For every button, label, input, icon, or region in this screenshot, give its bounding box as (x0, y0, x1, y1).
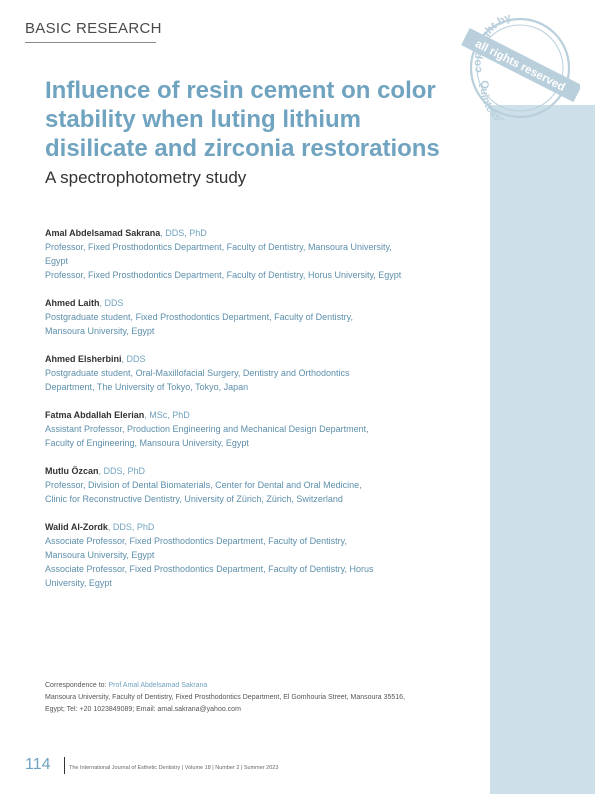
article-subtitle: A spectrophotometry study (45, 168, 247, 187)
author-block: Amal Abdelsamad Sakrana, DDS, PhD Profes… (45, 226, 465, 282)
author-block: Ahmed Elsherbini, DDS Postgraduate stude… (45, 352, 465, 394)
correspondence-label: Correspondence to: (45, 682, 109, 689)
author-affiliation: Faculty of Engineering, Mansoura Univers… (45, 438, 249, 448)
author-block: Walid Al-Zordk, DDS, PhD Associate Profe… (45, 520, 465, 590)
author-affiliation: Clinic for Reconstructive Dentistry, Uni… (45, 494, 343, 504)
page-number: 114 (25, 756, 51, 773)
right-color-band (490, 105, 595, 794)
author-degrees: , DDS (99, 298, 124, 308)
footer-divider (64, 757, 65, 774)
author-affiliation: Professor, Fixed Prosthodontics Departme… (45, 242, 392, 252)
author-affiliation: Associate Professor, Fixed Prosthodontic… (45, 536, 347, 546)
author-name: Walid Al-Zordk (45, 522, 108, 532)
author-block: Fatma Abdallah Elerian, MSc, PhD Assista… (45, 408, 465, 450)
title-line: stability when luting lithium (45, 106, 361, 133)
section-label: BASIC RESEARCH (25, 20, 162, 37)
author-affiliation: Postgraduate student, Oral-Maxillofacial… (45, 368, 350, 378)
author-name: Amal Abdelsamad Sakrana (45, 228, 161, 238)
correspondence-block: Correspondence to: Prof Amal Abdelsamad … (45, 680, 475, 716)
author-affiliation: Mansoura University, Egypt (45, 326, 155, 336)
author-affiliation: Mansoura University, Egypt (45, 550, 155, 560)
author-name: Fatma Abdallah Elerian (45, 410, 145, 420)
author-affiliation: Professor, Division of Dental Biomateria… (45, 480, 362, 490)
author-block: Ahmed Laith, DDS Postgraduate student, F… (45, 296, 465, 338)
section-divider (25, 42, 156, 43)
author-name: Ahmed Laith (45, 298, 100, 308)
author-list: Amal Abdelsamad Sakrana, DDS, PhD Profes… (45, 226, 465, 604)
author-affiliation: Postgraduate student, Fixed Prosthodonti… (45, 312, 353, 322)
stamp-bottom-text: Quintessenz (478, 80, 517, 120)
author-affiliation: Department, The University of Tokyo, Tok… (45, 382, 249, 392)
journal-citation: The International Journal of Esthetic De… (69, 765, 279, 771)
svg-text:Quintessenz: Quintessenz (478, 80, 517, 120)
title-line: Influence of resin cement on color (45, 77, 436, 104)
author-degrees: , DDS, PhD (160, 228, 207, 238)
correspondence-address: Mansoura University, Faculty of Dentistr… (45, 694, 406, 701)
correspondence-name: Prof Amal Abdelsamad Sakrana (108, 682, 208, 689)
author-affiliation: Professor, Fixed Prosthodontics Departme… (45, 270, 402, 280)
author-block: Mutlu Özcan, DDS, PhD Professor, Divisio… (45, 464, 465, 506)
author-affiliation: Assistant Professor, Production Engineer… (45, 424, 369, 434)
author-affiliation: Associate Professor, Fixed Prosthodontic… (45, 564, 374, 574)
author-name: Mutlu Özcan (45, 466, 99, 476)
copyright-stamp-icon: copyright by Quintessenz all rights rese… (461, 11, 580, 120)
correspondence-contact: Egypt; Tel: +20 1023849089; Email: amal.… (45, 706, 241, 713)
article-title: Influence of resin cement on color stabi… (45, 76, 465, 163)
author-degrees: , DDS, PhD (98, 466, 146, 476)
author-affiliation: Egypt (45, 256, 69, 266)
author-degrees: , DDS (121, 354, 146, 364)
author-degrees: , MSc, PhD (144, 410, 190, 420)
author-affiliation: University, Egypt (45, 578, 112, 588)
author-name: Ahmed Elsherbini (45, 354, 122, 364)
title-line: disilicate and zirconia restorations (45, 135, 440, 162)
author-degrees: , DDS, PhD (107, 522, 155, 532)
